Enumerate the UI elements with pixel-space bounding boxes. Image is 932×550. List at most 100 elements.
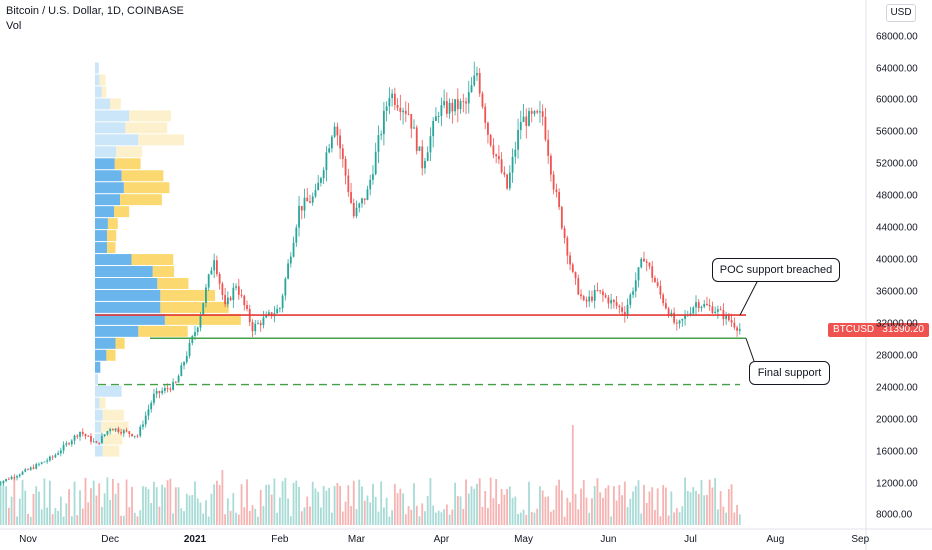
volume-bar bbox=[574, 493, 577, 525]
volume-profile-down-bar bbox=[131, 254, 174, 266]
volume-bar bbox=[46, 507, 49, 525]
volume-bar bbox=[659, 516, 662, 525]
candle-body bbox=[651, 266, 654, 278]
volume-profile-up-bar bbox=[95, 433, 104, 445]
candle-body bbox=[49, 456, 51, 461]
volume-bar bbox=[2, 484, 5, 525]
volume-profile-up-bar bbox=[95, 266, 153, 277]
currency-button[interactable]: USD bbox=[886, 4, 916, 22]
candle-body bbox=[577, 278, 580, 295]
candle-body bbox=[410, 114, 413, 129]
volume-bar bbox=[122, 515, 125, 525]
candle-body bbox=[237, 286, 240, 295]
candle-body bbox=[196, 327, 199, 333]
candle-body bbox=[289, 256, 292, 264]
volume-bar bbox=[292, 482, 295, 525]
volume-bar bbox=[722, 506, 725, 525]
candle-body bbox=[593, 290, 596, 301]
candle-body bbox=[309, 201, 311, 203]
candle-body bbox=[432, 120, 435, 137]
candle-body bbox=[478, 73, 481, 94]
volume-profile-down-bar bbox=[107, 242, 116, 254]
candle-body bbox=[673, 312, 675, 323]
last-price-tag: BTCUSD 31390.20 bbox=[828, 323, 929, 337]
volume-bar bbox=[492, 498, 495, 525]
volume-indicator-label[interactable]: Vol bbox=[6, 20, 22, 32]
volume-bar bbox=[380, 481, 383, 525]
candle-body bbox=[46, 460, 49, 462]
volume-profile-up-bar bbox=[95, 313, 165, 325]
volume-bar bbox=[388, 516, 391, 525]
volume-bar bbox=[153, 481, 155, 525]
volume-bar bbox=[585, 497, 588, 525]
volume-bar bbox=[136, 516, 139, 525]
candle-body bbox=[43, 461, 46, 463]
volume-bar bbox=[180, 508, 183, 525]
volume-bar bbox=[344, 501, 347, 525]
candle-body bbox=[172, 381, 174, 390]
volume-bar bbox=[615, 500, 618, 525]
candle-body bbox=[166, 388, 169, 389]
candle-body bbox=[330, 136, 333, 149]
candle-body bbox=[98, 442, 101, 444]
volume-bar bbox=[451, 509, 454, 525]
volume-bar bbox=[248, 510, 251, 525]
volume-bar bbox=[347, 485, 350, 525]
candle-body bbox=[656, 282, 659, 286]
volume-bar bbox=[643, 484, 645, 525]
volume-bar bbox=[229, 510, 232, 525]
candle-body bbox=[276, 308, 279, 314]
volume-bar bbox=[664, 487, 667, 525]
volume-bar bbox=[440, 512, 443, 525]
candle-body bbox=[706, 303, 708, 306]
candle-body bbox=[51, 456, 54, 458]
candle-body bbox=[730, 320, 733, 323]
candle-body bbox=[101, 436, 103, 444]
volume-bar bbox=[237, 514, 240, 525]
candle-body bbox=[374, 151, 377, 175]
volume-profile-up-bar bbox=[95, 74, 100, 86]
volume-bar bbox=[623, 481, 626, 525]
volume-bar bbox=[522, 509, 525, 525]
volume-bar bbox=[563, 516, 566, 525]
volume-bar bbox=[257, 516, 259, 525]
volume-profile-down-bar bbox=[102, 445, 120, 457]
volume-bar bbox=[133, 512, 136, 525]
poc-support-callout[interactable]: POC support breached bbox=[712, 258, 840, 282]
candle-body bbox=[183, 362, 185, 366]
candle-body bbox=[736, 327, 738, 331]
candle-body bbox=[142, 424, 144, 427]
candle-body bbox=[199, 314, 202, 328]
price-tag-symbol: BTCUSD bbox=[833, 324, 875, 335]
candle-body bbox=[79, 431, 81, 437]
candle-body bbox=[320, 178, 322, 183]
volume-profile-down-bar bbox=[120, 194, 162, 206]
volume-bar bbox=[90, 488, 92, 525]
x-tick-label: Feb bbox=[271, 534, 289, 545]
volume-bar bbox=[79, 490, 81, 525]
volume-bar bbox=[618, 485, 621, 525]
candle-body bbox=[84, 433, 87, 437]
candle-body bbox=[32, 467, 35, 469]
volume-bar bbox=[328, 487, 331, 525]
volume-profile-up-bar bbox=[95, 445, 103, 457]
candle-body bbox=[13, 476, 16, 478]
candle-body bbox=[68, 443, 70, 445]
volume-bar bbox=[708, 479, 711, 525]
candle-body bbox=[180, 365, 183, 377]
volume-bar bbox=[675, 508, 678, 525]
volume-bar bbox=[169, 478, 172, 525]
volume-bar bbox=[533, 512, 536, 525]
candle-body bbox=[314, 190, 317, 197]
volume-bar bbox=[591, 498, 593, 525]
volume-bar bbox=[325, 490, 328, 525]
x-tick-label: May bbox=[514, 534, 533, 545]
volume-bar bbox=[670, 491, 673, 525]
candle-body bbox=[355, 207, 358, 217]
candle-body bbox=[125, 430, 128, 432]
candle-body bbox=[508, 172, 511, 189]
final-support-callout[interactable]: Final support bbox=[749, 361, 830, 385]
candle-body bbox=[708, 305, 711, 307]
volume-profile-up-bar bbox=[95, 385, 122, 397]
